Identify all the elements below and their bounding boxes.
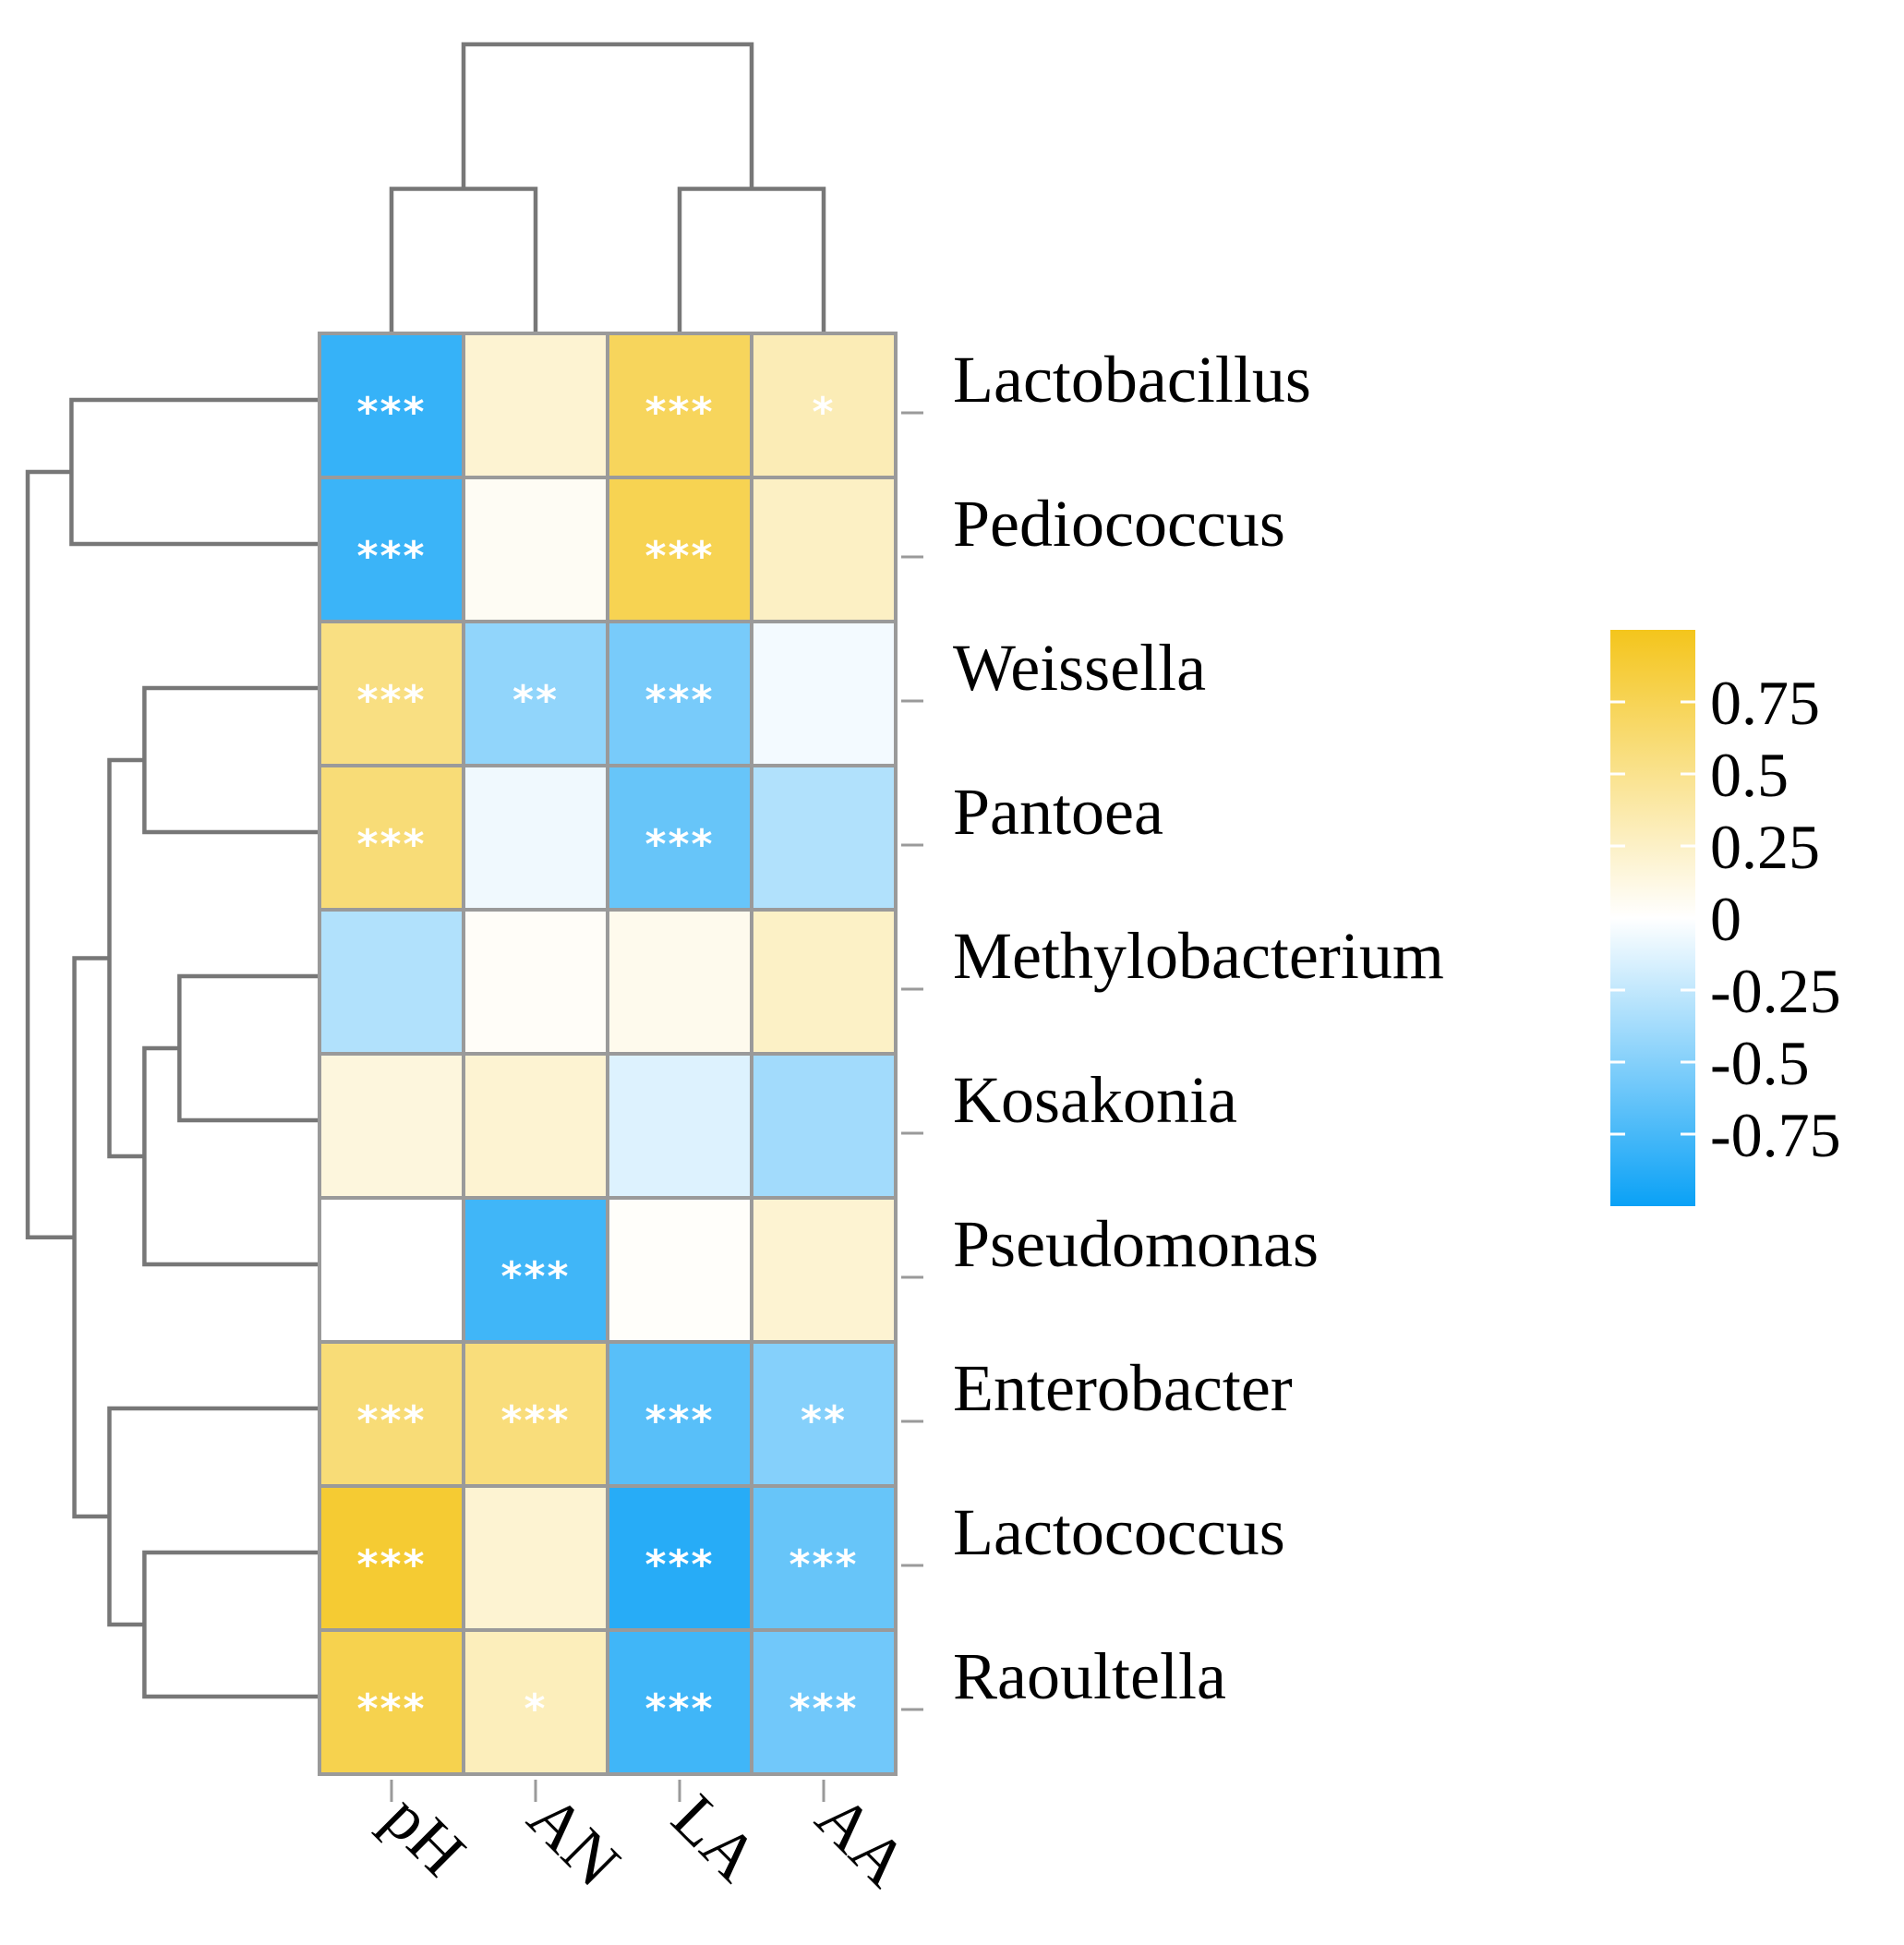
significance-pediococcus-la: ***	[645, 533, 714, 580]
column-dendrogram	[389, 42, 826, 333]
row-ticks	[901, 411, 923, 1711]
cell-methylobacterium-ph	[318, 908, 465, 1056]
significance-pantoea-ph: ***	[356, 821, 426, 868]
cell-raoultella-aa	[750, 1628, 898, 1776]
cell-lactobacillus-ph	[318, 332, 465, 479]
cell-enterobacter-la	[606, 1340, 753, 1488]
legend-tick-label-2: 0.25	[1710, 812, 1820, 882]
significance-marks: *** *** **** ****** ** ****** ********* *** *** *…	[356, 389, 858, 1733]
col-dendro-branch-la-aa	[677, 187, 826, 333]
row-dendro-weissella-pantoea	[142, 685, 319, 835]
col-label-la: LA	[658, 1781, 773, 1895]
significance-weissella-la: ***	[645, 677, 714, 724]
significance-lactococcus-ph: ***	[356, 1541, 426, 1589]
color-legend: 0.750.50.250-0.25-0.5-0.75	[1610, 630, 1841, 1206]
significance-enterobacter-ph: ***	[356, 1397, 426, 1444]
significance-lactobacillus-aa: *	[812, 389, 835, 436]
significance-pantoea-la: ***	[645, 821, 714, 868]
row-label-methylobacterium: Methylobacterium	[953, 919, 1444, 993]
col-label-aa: AA	[802, 1781, 922, 1901]
row-dendro-root	[25, 469, 75, 1239]
row-dendro-with-pseudomonas	[142, 1045, 319, 1267]
row-label-pantoea: Pantoea	[953, 775, 1163, 849]
significance-weissella-ph: ***	[356, 677, 426, 724]
cell-raoultella-ph	[318, 1628, 465, 1776]
cell-pantoea-aa	[750, 764, 898, 912]
row-dendro-lactobacillus-pediococcus	[69, 397, 319, 547]
cell-lactococcus-aa	[750, 1484, 898, 1632]
significance-pediococcus-ph: ***	[356, 533, 426, 580]
column-labels: pH AN LA AA	[370, 1781, 922, 1901]
row-label-lactobacillus: Lactobacillus	[953, 343, 1311, 417]
row-label-kosakonia: Kosakonia	[953, 1063, 1237, 1137]
cell-kosakonia-la	[606, 1052, 753, 1200]
cell-pseudomonas-la	[606, 1196, 753, 1344]
heatmap-cells	[318, 332, 898, 1776]
row-label-pediococcus: Pediococcus	[953, 487, 1285, 561]
significance-enterobacter-aa: **	[801, 1397, 847, 1444]
cell-lactobacillus-aa	[750, 332, 898, 479]
significance-weissella-an: **	[512, 677, 559, 724]
significance-lactobacillus-la: ***	[645, 389, 714, 436]
cell-weissella-an	[462, 620, 609, 767]
significance-enterobacter-la: ***	[645, 1397, 714, 1444]
row-dendro-cluster-mid	[107, 757, 145, 1159]
cell-weissella-aa	[750, 620, 898, 767]
row-dendro-cluster-lower	[72, 956, 110, 1519]
significance-raoultella-aa: ***	[789, 1685, 858, 1733]
cell-kosakonia-an	[462, 1052, 609, 1200]
row-label-raoultella: Raoultella	[953, 1639, 1226, 1713]
row-dendro-with-enterobacter	[107, 1406, 319, 1627]
cell-kosakonia-ph	[318, 1052, 465, 1200]
row-label-pseudomonas: Pseudomonas	[953, 1207, 1319, 1281]
col-label-an: AN	[514, 1781, 634, 1901]
cell-methylobacterium-an	[462, 908, 609, 1056]
cell-methylobacterium-la	[606, 908, 753, 1056]
legend-tick-label-1: 0.5	[1710, 740, 1789, 810]
row-dendro-lactococcus-raoultella	[142, 1550, 319, 1699]
significance-raoultella-ph: ***	[356, 1685, 426, 1733]
legend-tick-label-4: -0.25	[1710, 956, 1841, 1026]
legend-tick-label-6: -0.75	[1710, 1100, 1841, 1170]
cell-enterobacter-ph	[318, 1340, 465, 1488]
col-dendro-branch-ph-an	[389, 187, 538, 333]
row-label-enterobacter: Enterobacter	[953, 1351, 1293, 1425]
row-dendrogram	[25, 397, 319, 1699]
cell-pseudomonas-aa	[750, 1196, 898, 1344]
cell-pediococcus-an	[462, 476, 609, 623]
cell-raoultella-an	[462, 1628, 609, 1776]
significance-lactobacillus-ph: ***	[356, 389, 426, 436]
significance-pseudomonas-an: ***	[500, 1253, 570, 1300]
significance-raoultella-an: *	[524, 1685, 547, 1733]
legend-tick-label-3: 0	[1710, 884, 1741, 954]
col-dendro-root	[461, 42, 754, 189]
row-labels: Lactobacillus Pediococcus Weissella Pantoea…	[953, 343, 1444, 1713]
cell-lactobacillus-an	[462, 332, 609, 479]
significance-lactococcus-la: ***	[645, 1541, 714, 1589]
column-ticks	[390, 1780, 825, 1802]
cell-kosakonia-aa	[750, 1052, 898, 1200]
row-label-lactococcus: Lactococcus	[953, 1495, 1285, 1569]
cell-methylobacterium-aa	[750, 908, 898, 1056]
legend-ticks: 0.750.50.250-0.25-0.5-0.75	[1610, 668, 1841, 1170]
cell-pseudomonas-ph	[318, 1196, 465, 1344]
row-dendro-methylobacterium-kosakonia	[177, 973, 319, 1123]
col-label-ph: pH	[370, 1781, 480, 1891]
cell-lactococcus-an	[462, 1484, 609, 1632]
row-label-weissella: Weissella	[953, 631, 1206, 705]
significance-lactococcus-aa: ***	[789, 1541, 858, 1589]
cell-pediococcus-aa	[750, 476, 898, 623]
legend-tick-label-5: -0.5	[1710, 1028, 1810, 1098]
cell-pantoea-an	[462, 764, 609, 912]
significance-enterobacter-an: ***	[500, 1397, 570, 1444]
legend-tick-label-0: 0.75	[1710, 668, 1820, 738]
significance-raoultella-la: ***	[645, 1685, 714, 1733]
